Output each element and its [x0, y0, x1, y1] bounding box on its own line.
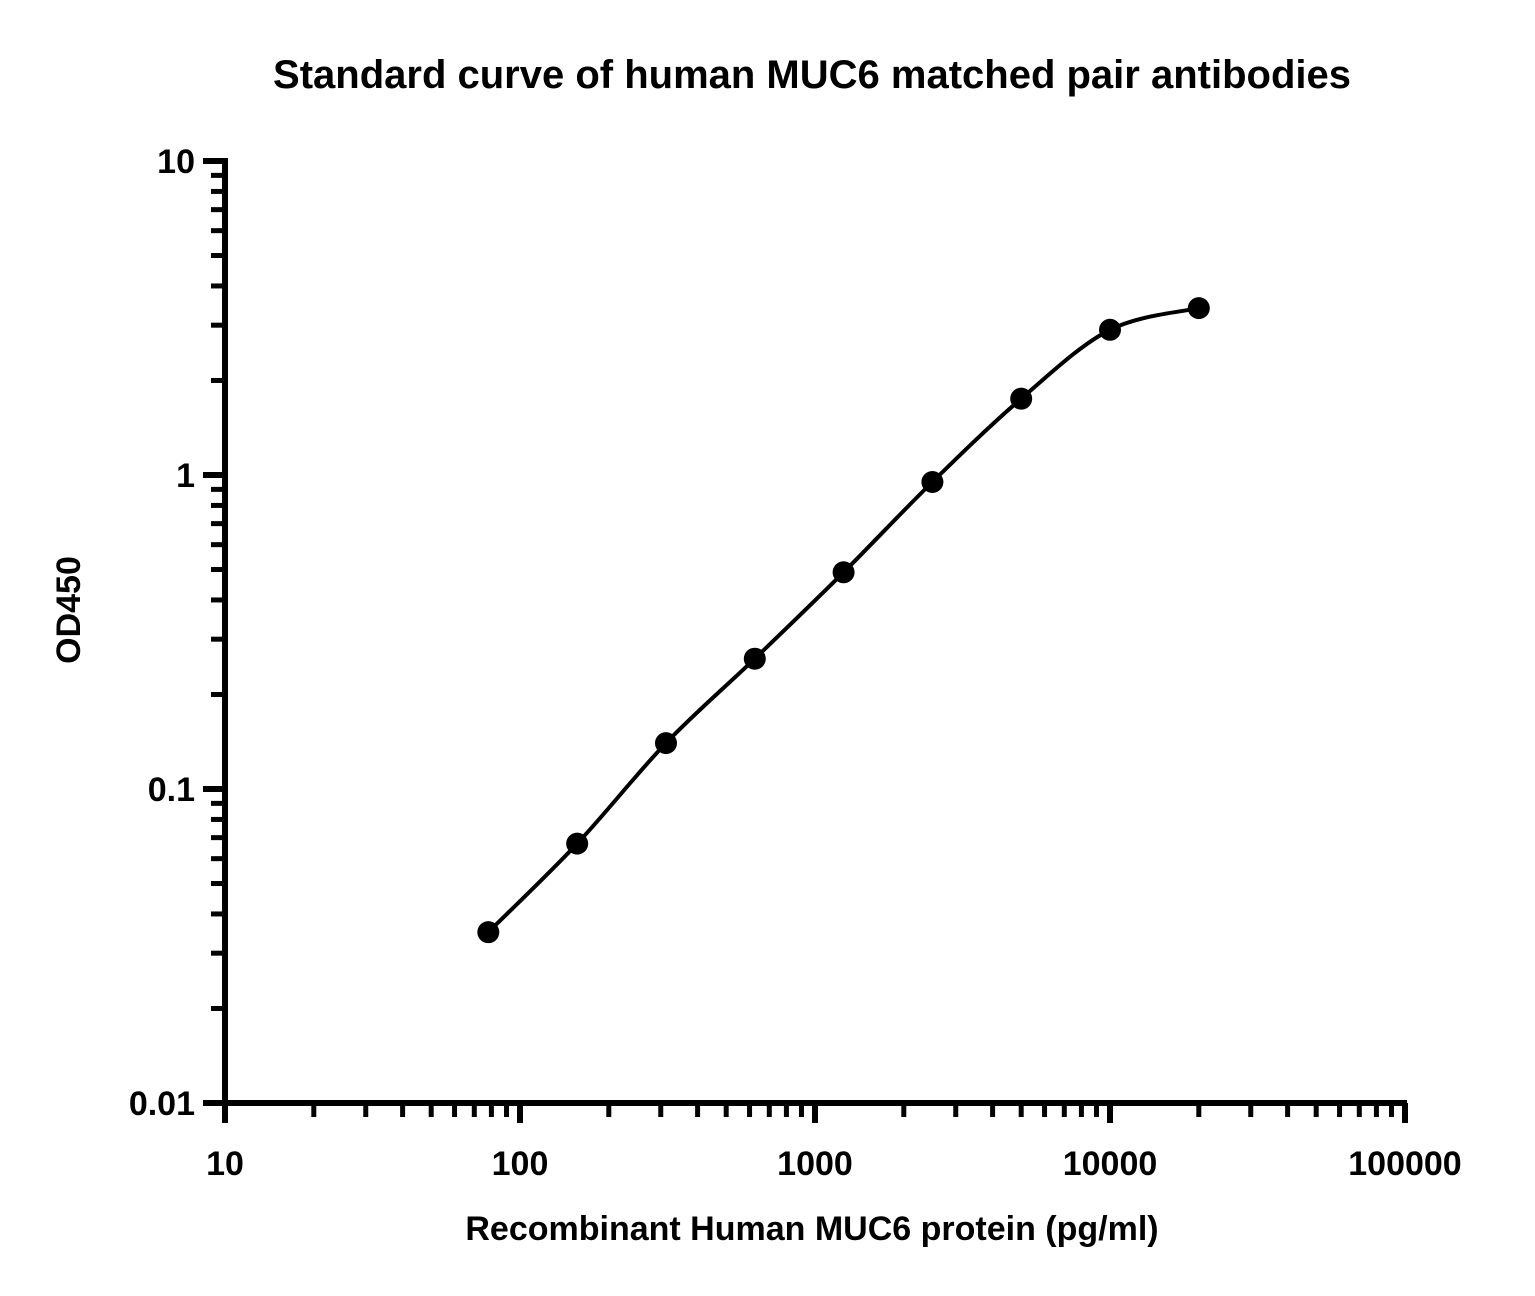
fit-curve-layer — [486, 306, 1200, 934]
data-point — [654, 732, 677, 755]
y-tick-label: 0.1 — [148, 771, 195, 809]
data-point — [921, 470, 944, 493]
axes: 10 100 1000 10000 100000 0.01 0.1 1 10 — [129, 143, 1462, 1183]
data-point — [1187, 297, 1210, 320]
data-point — [566, 832, 589, 855]
y-tick-label: 0.01 — [129, 1085, 195, 1123]
x-tick-label: 1000 — [777, 1145, 853, 1183]
y-tick-label: 10 — [157, 143, 195, 181]
x-tick-label: 10000 — [1063, 1145, 1158, 1183]
x-axis-label: Recombinant Human MUC6 protein (pg/ml) — [465, 1210, 1158, 1248]
data-points-layer — [477, 297, 1210, 944]
data-point — [743, 647, 766, 670]
y-axis-label: OD450 — [50, 556, 88, 664]
data-point — [832, 561, 855, 584]
x-tick-label: 100000 — [1348, 1145, 1461, 1183]
data-point — [1010, 387, 1033, 410]
y-tick-label: 1 — [176, 457, 195, 495]
x-tick-label: 10 — [206, 1145, 244, 1183]
data-point — [1099, 318, 1121, 341]
data-point — [477, 921, 500, 944]
chart-title: Standard curve of human MUC6 matched pai… — [273, 53, 1351, 97]
fit-curve — [486, 306, 1200, 934]
x-tick-label: 100 — [492, 1145, 549, 1183]
